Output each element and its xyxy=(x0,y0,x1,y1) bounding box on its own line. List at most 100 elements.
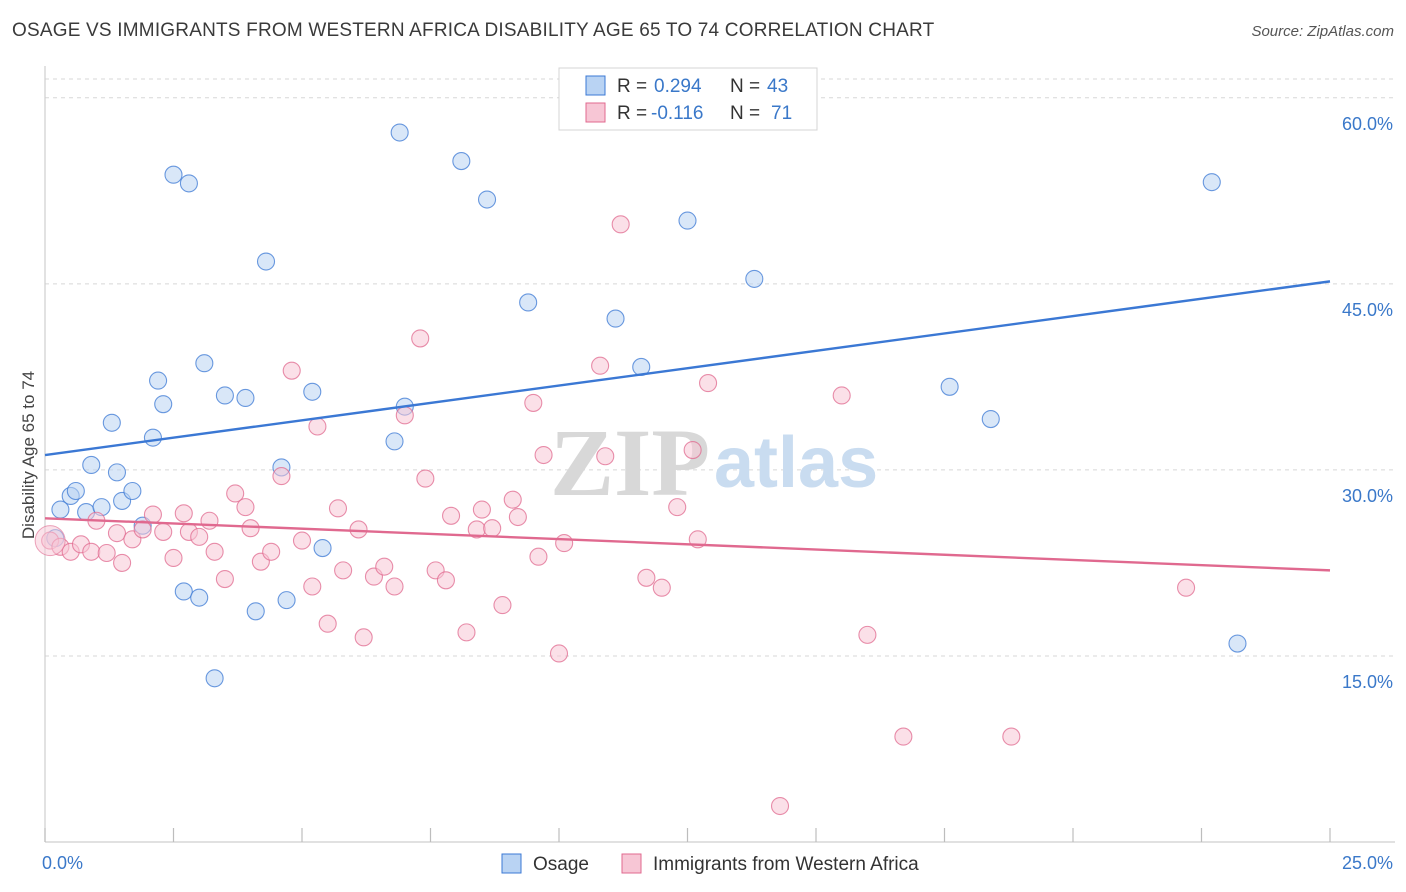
western-africa-point xyxy=(318,614,337,633)
osage-point xyxy=(190,588,209,607)
western-africa-point xyxy=(457,623,476,642)
osage-point xyxy=(143,428,162,447)
western-africa-point xyxy=(483,519,502,538)
osage-point xyxy=(303,382,322,401)
western-africa-point xyxy=(282,361,301,380)
western-africa-point xyxy=(133,520,152,539)
osage-point xyxy=(123,481,142,501)
western-africa-point xyxy=(113,553,132,572)
watermark: ZIP atlas xyxy=(550,409,878,516)
western-africa-point xyxy=(668,498,687,517)
western-africa-point xyxy=(508,507,527,527)
osage-point xyxy=(678,211,697,230)
western-africa-point xyxy=(143,505,162,524)
western-africa-point xyxy=(555,534,574,553)
legend-label-western-africa: Immigrants from Western Africa xyxy=(653,854,919,875)
osage-point xyxy=(313,538,332,558)
series-osage xyxy=(46,123,1247,688)
western-africa-point xyxy=(349,520,368,539)
y-tick-label: 60.0% xyxy=(1342,114,1393,134)
western-africa-point xyxy=(241,519,260,538)
osage-point xyxy=(1202,173,1221,192)
osage-point xyxy=(215,386,234,405)
osage-point xyxy=(246,602,265,621)
osage-point xyxy=(1228,634,1247,653)
osage-point xyxy=(102,413,121,432)
western-africa-point xyxy=(534,445,553,465)
western-africa-point xyxy=(416,469,435,488)
osage-point xyxy=(277,591,296,610)
osage-point xyxy=(385,432,404,451)
western-africa-point xyxy=(529,547,548,566)
legend-n-value-osage: 43 xyxy=(767,76,788,97)
osage-point xyxy=(195,354,214,373)
gridlines xyxy=(45,78,1395,657)
osage-point xyxy=(981,409,1000,429)
osage-point xyxy=(256,252,276,271)
western-africa-point xyxy=(82,542,101,561)
western-africa-point xyxy=(683,441,702,460)
western-africa-point xyxy=(154,522,173,541)
western-africa-point xyxy=(472,500,491,519)
western-africa-point-large xyxy=(34,525,66,557)
osage-point xyxy=(745,269,764,288)
western-africa-point xyxy=(1002,727,1021,746)
legend-n-label-western-africa: N = xyxy=(730,103,760,124)
western-africa-point xyxy=(591,356,610,375)
western-africa-point xyxy=(200,511,219,530)
western-africa-point xyxy=(524,393,543,412)
western-africa-point xyxy=(215,570,234,589)
trend-line-osage xyxy=(44,280,1331,457)
legend-r-value-western-africa: -0.116 xyxy=(651,103,703,124)
legend-swatch-western-africa xyxy=(585,102,606,123)
western-africa-point xyxy=(174,504,193,523)
western-africa-point xyxy=(493,596,512,615)
osage-point xyxy=(236,388,255,408)
osage-point xyxy=(66,481,85,501)
western-africa-point xyxy=(699,374,718,393)
western-africa-point xyxy=(205,542,224,561)
y-tick-label: 30.0% xyxy=(1342,486,1393,506)
western-africa-point xyxy=(652,578,671,597)
western-africa-point xyxy=(549,644,569,663)
trend-line-western-africa xyxy=(44,517,1331,572)
osage-point xyxy=(154,395,173,414)
osage-point xyxy=(940,377,959,396)
osage-point xyxy=(452,152,471,171)
western-africa-point xyxy=(1177,578,1196,597)
y-tick-label: 15.0% xyxy=(1342,672,1393,692)
x-tick-label: 0.0% xyxy=(42,853,83,873)
western-africa-point xyxy=(894,727,913,746)
western-africa-point xyxy=(770,796,790,816)
x-tick-label: 25.0% xyxy=(1342,853,1393,873)
chart-title: OSAGE VS IMMIGRANTS FROM WESTERN AFRICA … xyxy=(12,20,935,41)
legend-series: Osage Immigrants from Western Africa xyxy=(501,853,919,875)
legend-n-label-osage: N = xyxy=(730,76,760,97)
western-africa-point xyxy=(334,561,353,580)
osage-point xyxy=(82,455,101,474)
legend-stats: R = 0.294 N = 43 R = -0.116 N = 71 xyxy=(558,67,818,131)
western-africa-point xyxy=(832,386,851,405)
western-africa-point xyxy=(354,628,373,647)
osage-point xyxy=(519,293,538,312)
western-africa-point xyxy=(411,329,430,348)
western-africa-point xyxy=(637,568,656,587)
legend-r-label-osage: R = xyxy=(617,76,647,97)
osage-point xyxy=(174,582,193,601)
osage-point xyxy=(107,463,127,482)
western-africa-point xyxy=(107,524,127,543)
series-western-africa xyxy=(41,215,1196,816)
osage-point xyxy=(477,190,497,209)
western-africa-point xyxy=(272,467,291,486)
western-africa-point xyxy=(328,499,348,518)
y-tick-label: 45.0% xyxy=(1342,300,1393,320)
osage-point xyxy=(149,371,168,390)
western-africa-point xyxy=(303,577,322,596)
western-africa-point xyxy=(164,548,183,568)
western-africa-point xyxy=(375,557,394,576)
western-africa-point xyxy=(611,215,630,234)
legend-swatch-osage xyxy=(585,75,606,96)
western-africa-point xyxy=(442,506,461,525)
western-africa-point xyxy=(395,406,414,425)
osage-point xyxy=(606,309,625,328)
